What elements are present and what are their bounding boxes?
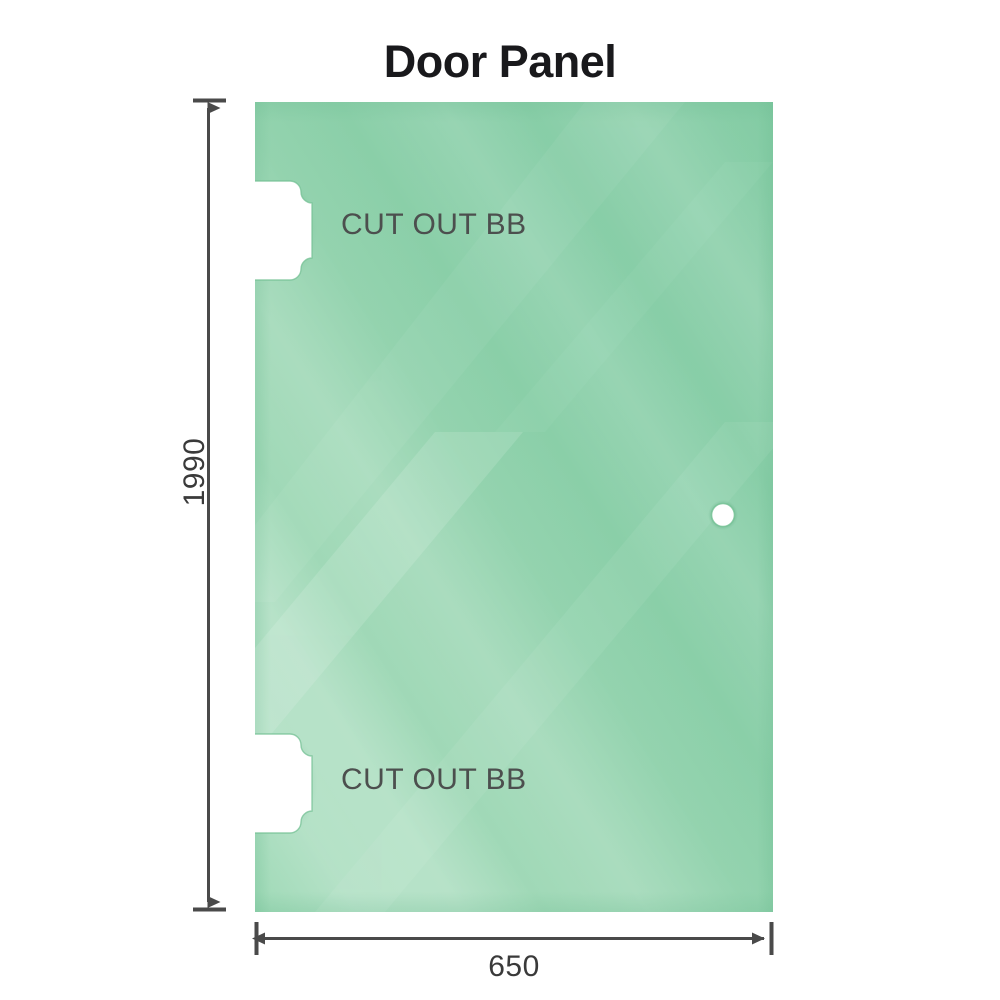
- width-dimension-value: 650: [488, 950, 540, 983]
- glass-body: [255, 102, 773, 912]
- height-dimension-value: 1990: [178, 437, 211, 507]
- handle-hole: [708, 500, 738, 530]
- glass-panel-graphic: [255, 102, 773, 912]
- glass-door-panel: [255, 102, 773, 912]
- cutout-outlines: [255, 180, 313, 834]
- page-title: Door Panel: [383, 36, 617, 87]
- cutout-label-upper: CUT OUT BB: [341, 208, 527, 241]
- cutout-label-lower: CUT OUT BB: [341, 763, 527, 796]
